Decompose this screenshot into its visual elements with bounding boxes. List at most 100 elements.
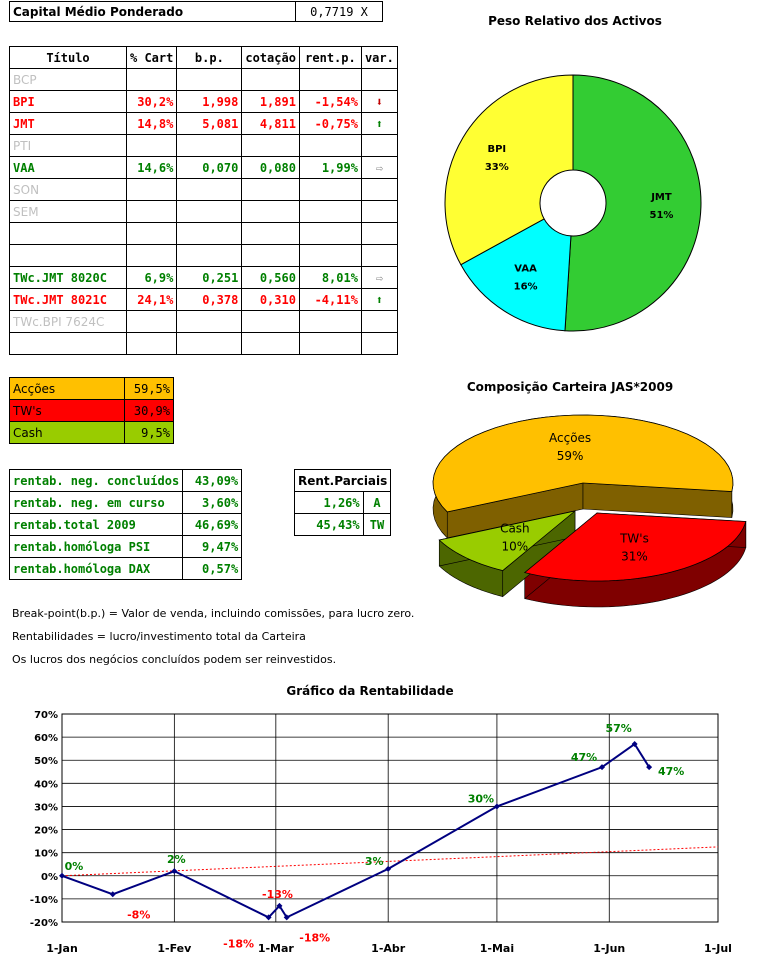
- pie3d-value-label: 59%: [557, 449, 584, 463]
- doughnut-value-label: 51%: [649, 210, 673, 221]
- arrow-up-icon: ⬆: [375, 116, 383, 131]
- data-label: 57%: [605, 722, 631, 735]
- pie3d-label: Cash: [500, 522, 530, 536]
- cell-pct: [125, 68, 178, 91]
- cell-cot: [241, 134, 300, 157]
- cell-var: [360, 134, 398, 157]
- y-tick-label: 70%: [34, 710, 58, 721]
- data-label: 47%: [571, 751, 597, 764]
- y-tick-label: -10%: [30, 895, 58, 906]
- x-tick-label: 1-Jun: [593, 942, 625, 955]
- cell-rent: [298, 332, 362, 355]
- data-point: [493, 803, 500, 810]
- data-point: [631, 741, 638, 748]
- cell-bp: [176, 244, 243, 267]
- cell-pct: [125, 310, 178, 333]
- col-header-title: Título: [9, 46, 127, 69]
- y-tick-label: 50%: [34, 756, 58, 767]
- composition-row: Acções 59,5%: [9, 377, 174, 400]
- cell-pct: [125, 222, 178, 245]
- data-label: 0%: [65, 860, 84, 873]
- col-header-pct: % Cart: [125, 46, 178, 69]
- assets-table: Título % Cart b.p. cotação rent.p. var. …: [9, 46, 398, 355]
- cell-name: JMT: [9, 112, 127, 135]
- cell-cot: 0,560: [241, 266, 300, 289]
- pie3d-value-label: 10%: [502, 540, 529, 554]
- cell-var: ⬇: [360, 90, 398, 113]
- x-tick-label: 1-Fev: [157, 942, 192, 955]
- x-tick-label: 1-Mai: [480, 942, 514, 955]
- arrow-right-icon: ⇨: [375, 160, 383, 175]
- cell-pct: 14,8%: [125, 112, 178, 135]
- cell-cot: 1,891: [241, 90, 300, 113]
- cell-pct: [125, 178, 178, 201]
- doughnut-label: BPI: [487, 144, 506, 155]
- table-row: BPI 30,2% 1,998 1,891 -1,54% ⬇: [9, 90, 398, 113]
- pie3d-label: Acções: [549, 431, 591, 445]
- table-row: TWc.BPI 7624C: [9, 310, 398, 333]
- capital-summary: Capital Médio Ponderado 0,7719 X: [9, 1, 383, 22]
- table-row: VAA 14,6% 0,070 0,080 1,99% ⇨: [9, 156, 398, 179]
- doughnut-slice-bpi: [444, 74, 574, 266]
- data-point: [59, 872, 65, 879]
- cell-cot: 0,080: [241, 156, 300, 179]
- cell-var: [360, 310, 398, 333]
- col-header-bp: b.p.: [176, 46, 243, 69]
- data-point: [265, 914, 272, 921]
- arrow-down-icon: ⬇: [375, 94, 383, 109]
- data-point: [171, 868, 178, 875]
- x-tick-label: 1-Abr: [371, 942, 406, 955]
- table-row: [9, 222, 398, 245]
- cell-cot: 4,811: [241, 112, 300, 135]
- line-title: Gráfico da Rentabilidade: [286, 684, 454, 698]
- returns-value: 46,69%: [182, 513, 243, 536]
- x-tick-label: 1-Jul: [704, 942, 732, 955]
- cell-rent: [298, 178, 362, 201]
- cell-pct: [125, 134, 178, 157]
- composition-value: 59,5%: [124, 377, 174, 400]
- cell-cot: [241, 244, 300, 267]
- table-row: SEM: [9, 200, 398, 223]
- composition-label: Cash: [9, 421, 125, 444]
- pie3d-chart: Acções 59% TW's 31% Cash 10%: [432, 414, 747, 608]
- composition-value: 9,5%: [124, 421, 174, 444]
- col-header-cot: cotação: [241, 46, 300, 69]
- cell-cot: [241, 222, 300, 245]
- plot-area: [61, 713, 719, 923]
- returns-value: 3,60%: [182, 491, 243, 514]
- cell-bp: [176, 222, 243, 245]
- pie3d-label: TW's: [619, 531, 649, 545]
- table-row: SON: [9, 178, 398, 201]
- returns-value: 9,47%: [182, 535, 243, 558]
- doughnut-label: VAA: [514, 264, 537, 275]
- col-header-rent: rent.p.: [298, 46, 362, 69]
- cell-bp: 0,251: [176, 266, 243, 289]
- returns-row: rentab. neg. em curso 3,60%: [8, 491, 243, 514]
- cell-pct: 14,6%: [125, 156, 178, 179]
- line-chart: 70% 60% 50% 40% 30% 20% 10% 0% -10% -20% 1-Jan 1-Fe…: [30, 710, 732, 955]
- cell-pct: [125, 332, 178, 355]
- cell-bp: [176, 332, 243, 355]
- cell-var: [360, 244, 398, 267]
- composition-label: Acções: [9, 377, 125, 400]
- returns-table: rentab. neg. concluídos 43,09% rentab. neg…: [8, 469, 243, 580]
- cell-bp: 1,998: [176, 90, 243, 113]
- cell-var: [360, 200, 398, 223]
- returns-label: rentab. neg. em curso: [8, 491, 184, 514]
- data-label: -13%: [262, 888, 293, 901]
- pie3d-slice-1: [523, 512, 747, 582]
- cell-cot: [241, 68, 300, 91]
- note-rentabilidades: Rentabilidades = lucro/investimento tota…: [12, 630, 306, 643]
- data-label: 3%: [365, 855, 384, 868]
- cell-name: BCP: [9, 68, 127, 91]
- data-point: [599, 764, 606, 771]
- composition-label: TW's: [9, 399, 125, 422]
- x-tick-label: 1-Mar: [258, 942, 295, 955]
- doughnut-value-label: 33%: [485, 162, 509, 173]
- returns-label: rentab.homóloga DAX: [8, 557, 184, 580]
- pie3d-slice-0: [432, 414, 734, 513]
- cell-name: [9, 332, 127, 355]
- cell-pct: [125, 200, 178, 223]
- cell-pct: 30,2%: [125, 90, 178, 113]
- table-row: JMT 14,8% 5,081 4,811 -0,75% ⬆: [9, 112, 398, 135]
